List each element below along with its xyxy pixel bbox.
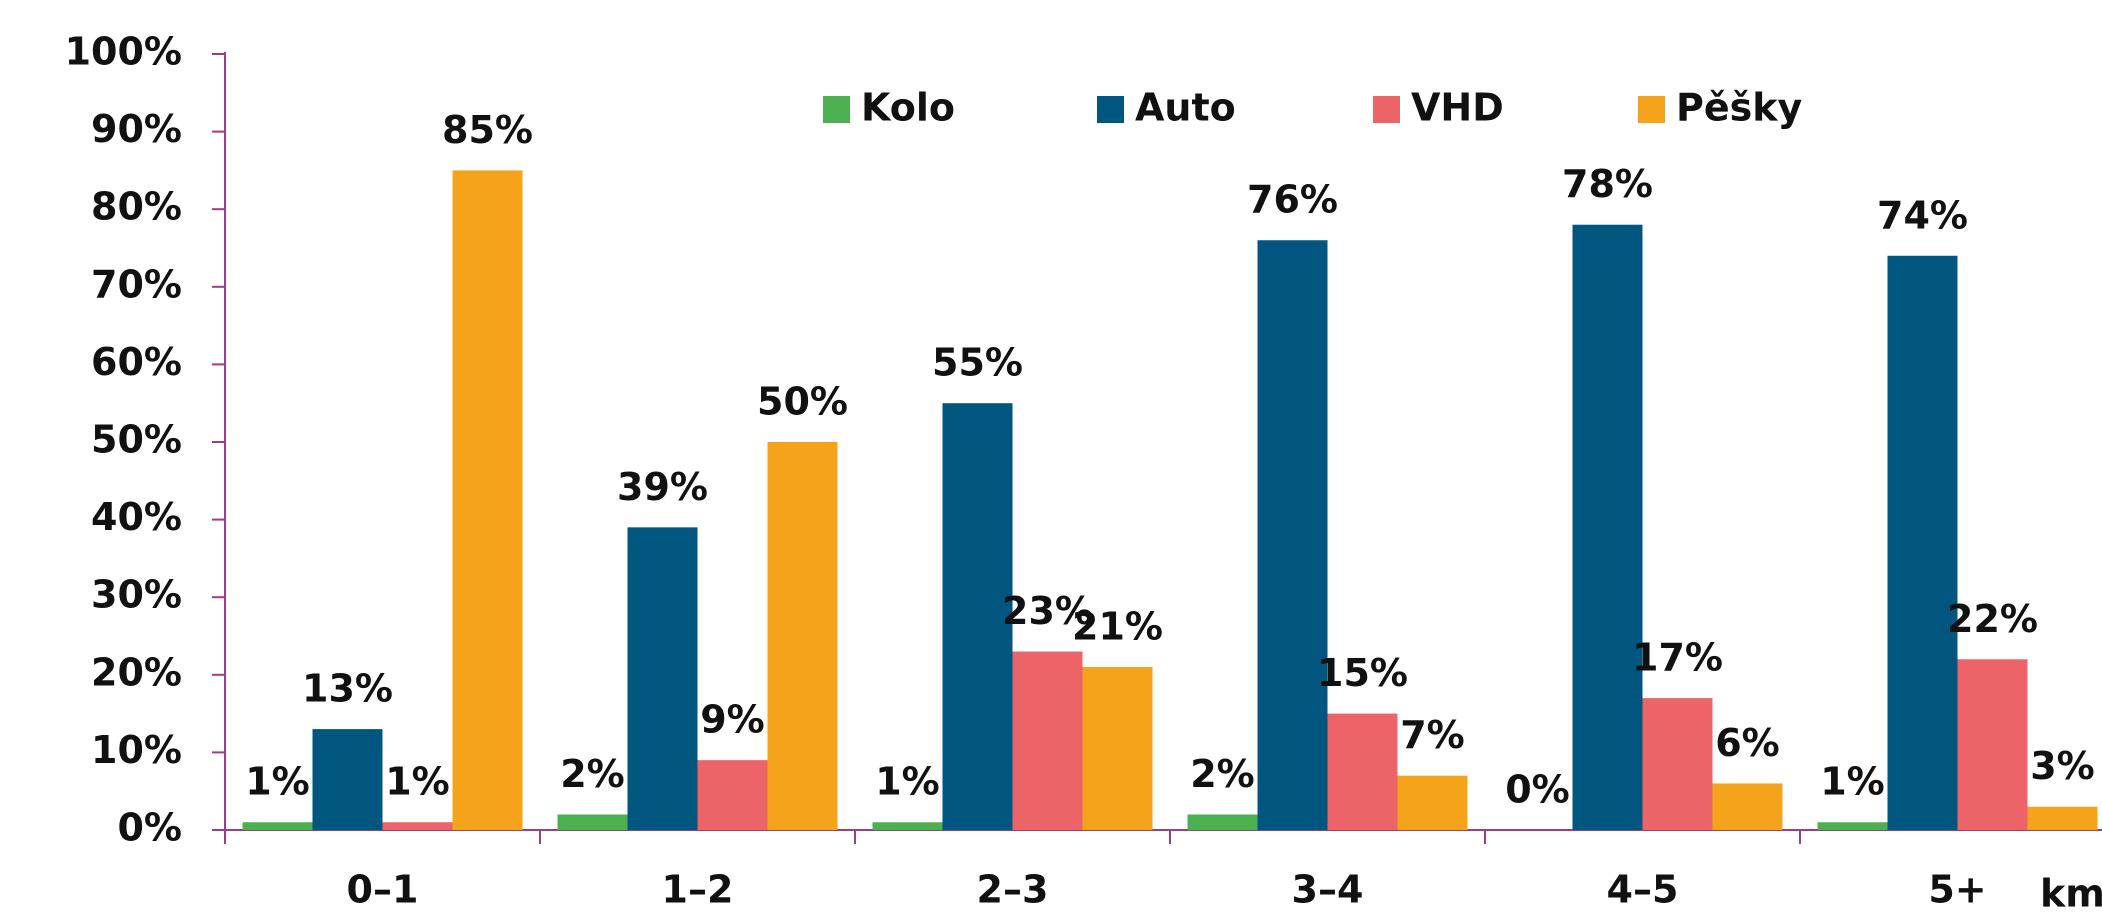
legend-swatch (1097, 96, 1124, 123)
value-label: 85% (442, 108, 533, 152)
x-tick-label: 0–1 (347, 868, 419, 912)
x-tick-label: 2–3 (977, 868, 1049, 912)
y-tick-label: 30% (91, 573, 182, 617)
bar (1257, 240, 1328, 831)
value-label: 74% (1877, 193, 1968, 237)
y-tick-label: 100% (65, 30, 182, 74)
value-label: 6% (1715, 721, 1780, 765)
value-label: 21% (1072, 605, 1163, 649)
bar (452, 170, 523, 830)
bar (312, 729, 383, 830)
value-label: 3% (2030, 744, 2095, 788)
value-label: 1% (1820, 760, 1885, 804)
y-tick-label: 10% (91, 728, 182, 772)
y-tick-label: 80% (91, 185, 182, 229)
value-label: 1% (875, 760, 940, 804)
bar (697, 760, 768, 830)
bar (872, 822, 943, 830)
y-tick-label: 90% (91, 107, 182, 151)
value-label: 17% (1632, 636, 1723, 680)
bar (1642, 698, 1713, 830)
value-label: 78% (1562, 162, 1653, 206)
legend-label: Kolo (861, 86, 955, 130)
value-label: 9% (700, 698, 765, 742)
bar (1327, 713, 1398, 830)
bar (1712, 783, 1783, 830)
x-tick-label: 3–4 (1292, 868, 1364, 912)
x-tick-label: 4–5 (1607, 868, 1679, 912)
bar (1572, 224, 1643, 831)
bar (767, 442, 838, 830)
x-tick-label: 5+ (1928, 868, 1986, 912)
legend-label: VHD (1411, 86, 1504, 130)
y-tick-label: 60% (91, 340, 182, 384)
y-tick-label: 0% (117, 806, 182, 850)
value-label: 2% (1190, 752, 1255, 796)
bar (242, 822, 313, 830)
legend-swatch (1638, 96, 1665, 123)
bar (1012, 651, 1083, 830)
bar (382, 822, 453, 830)
bar (627, 527, 698, 830)
x-axis-label: km (2040, 872, 2102, 912)
value-label: 23% (1002, 589, 1093, 633)
value-label: 1% (245, 760, 310, 804)
value-label: 2% (560, 752, 625, 796)
bar (1817, 822, 1888, 830)
legend-swatch (823, 96, 850, 123)
value-label: 39% (617, 465, 708, 509)
bar (942, 403, 1013, 830)
bar (557, 814, 628, 830)
legend-swatch (1373, 96, 1400, 123)
bar (1187, 814, 1258, 830)
bar (1887, 255, 1958, 830)
legend-label: Auto (1135, 86, 1236, 130)
y-tick-label: 50% (91, 418, 182, 462)
y-tick-label: 70% (91, 262, 182, 306)
value-label: 7% (1400, 713, 1465, 757)
value-label: 0% (1505, 768, 1570, 812)
y-tick-label: 20% (91, 650, 182, 694)
value-label: 1% (385, 760, 450, 804)
bar (1397, 775, 1468, 830)
x-tick-label: 1–2 (662, 868, 734, 912)
bar (1957, 659, 2028, 830)
y-tick-label: 40% (91, 495, 182, 539)
value-label: 50% (757, 380, 848, 424)
value-label: 55% (932, 341, 1023, 385)
value-label: 13% (302, 667, 393, 711)
bar (1082, 667, 1153, 830)
bar (2027, 806, 2098, 830)
value-label: 15% (1317, 651, 1408, 695)
legend-label: Pěšky (1676, 86, 1803, 130)
value-label: 76% (1247, 178, 1338, 222)
value-label: 22% (1947, 597, 2038, 641)
